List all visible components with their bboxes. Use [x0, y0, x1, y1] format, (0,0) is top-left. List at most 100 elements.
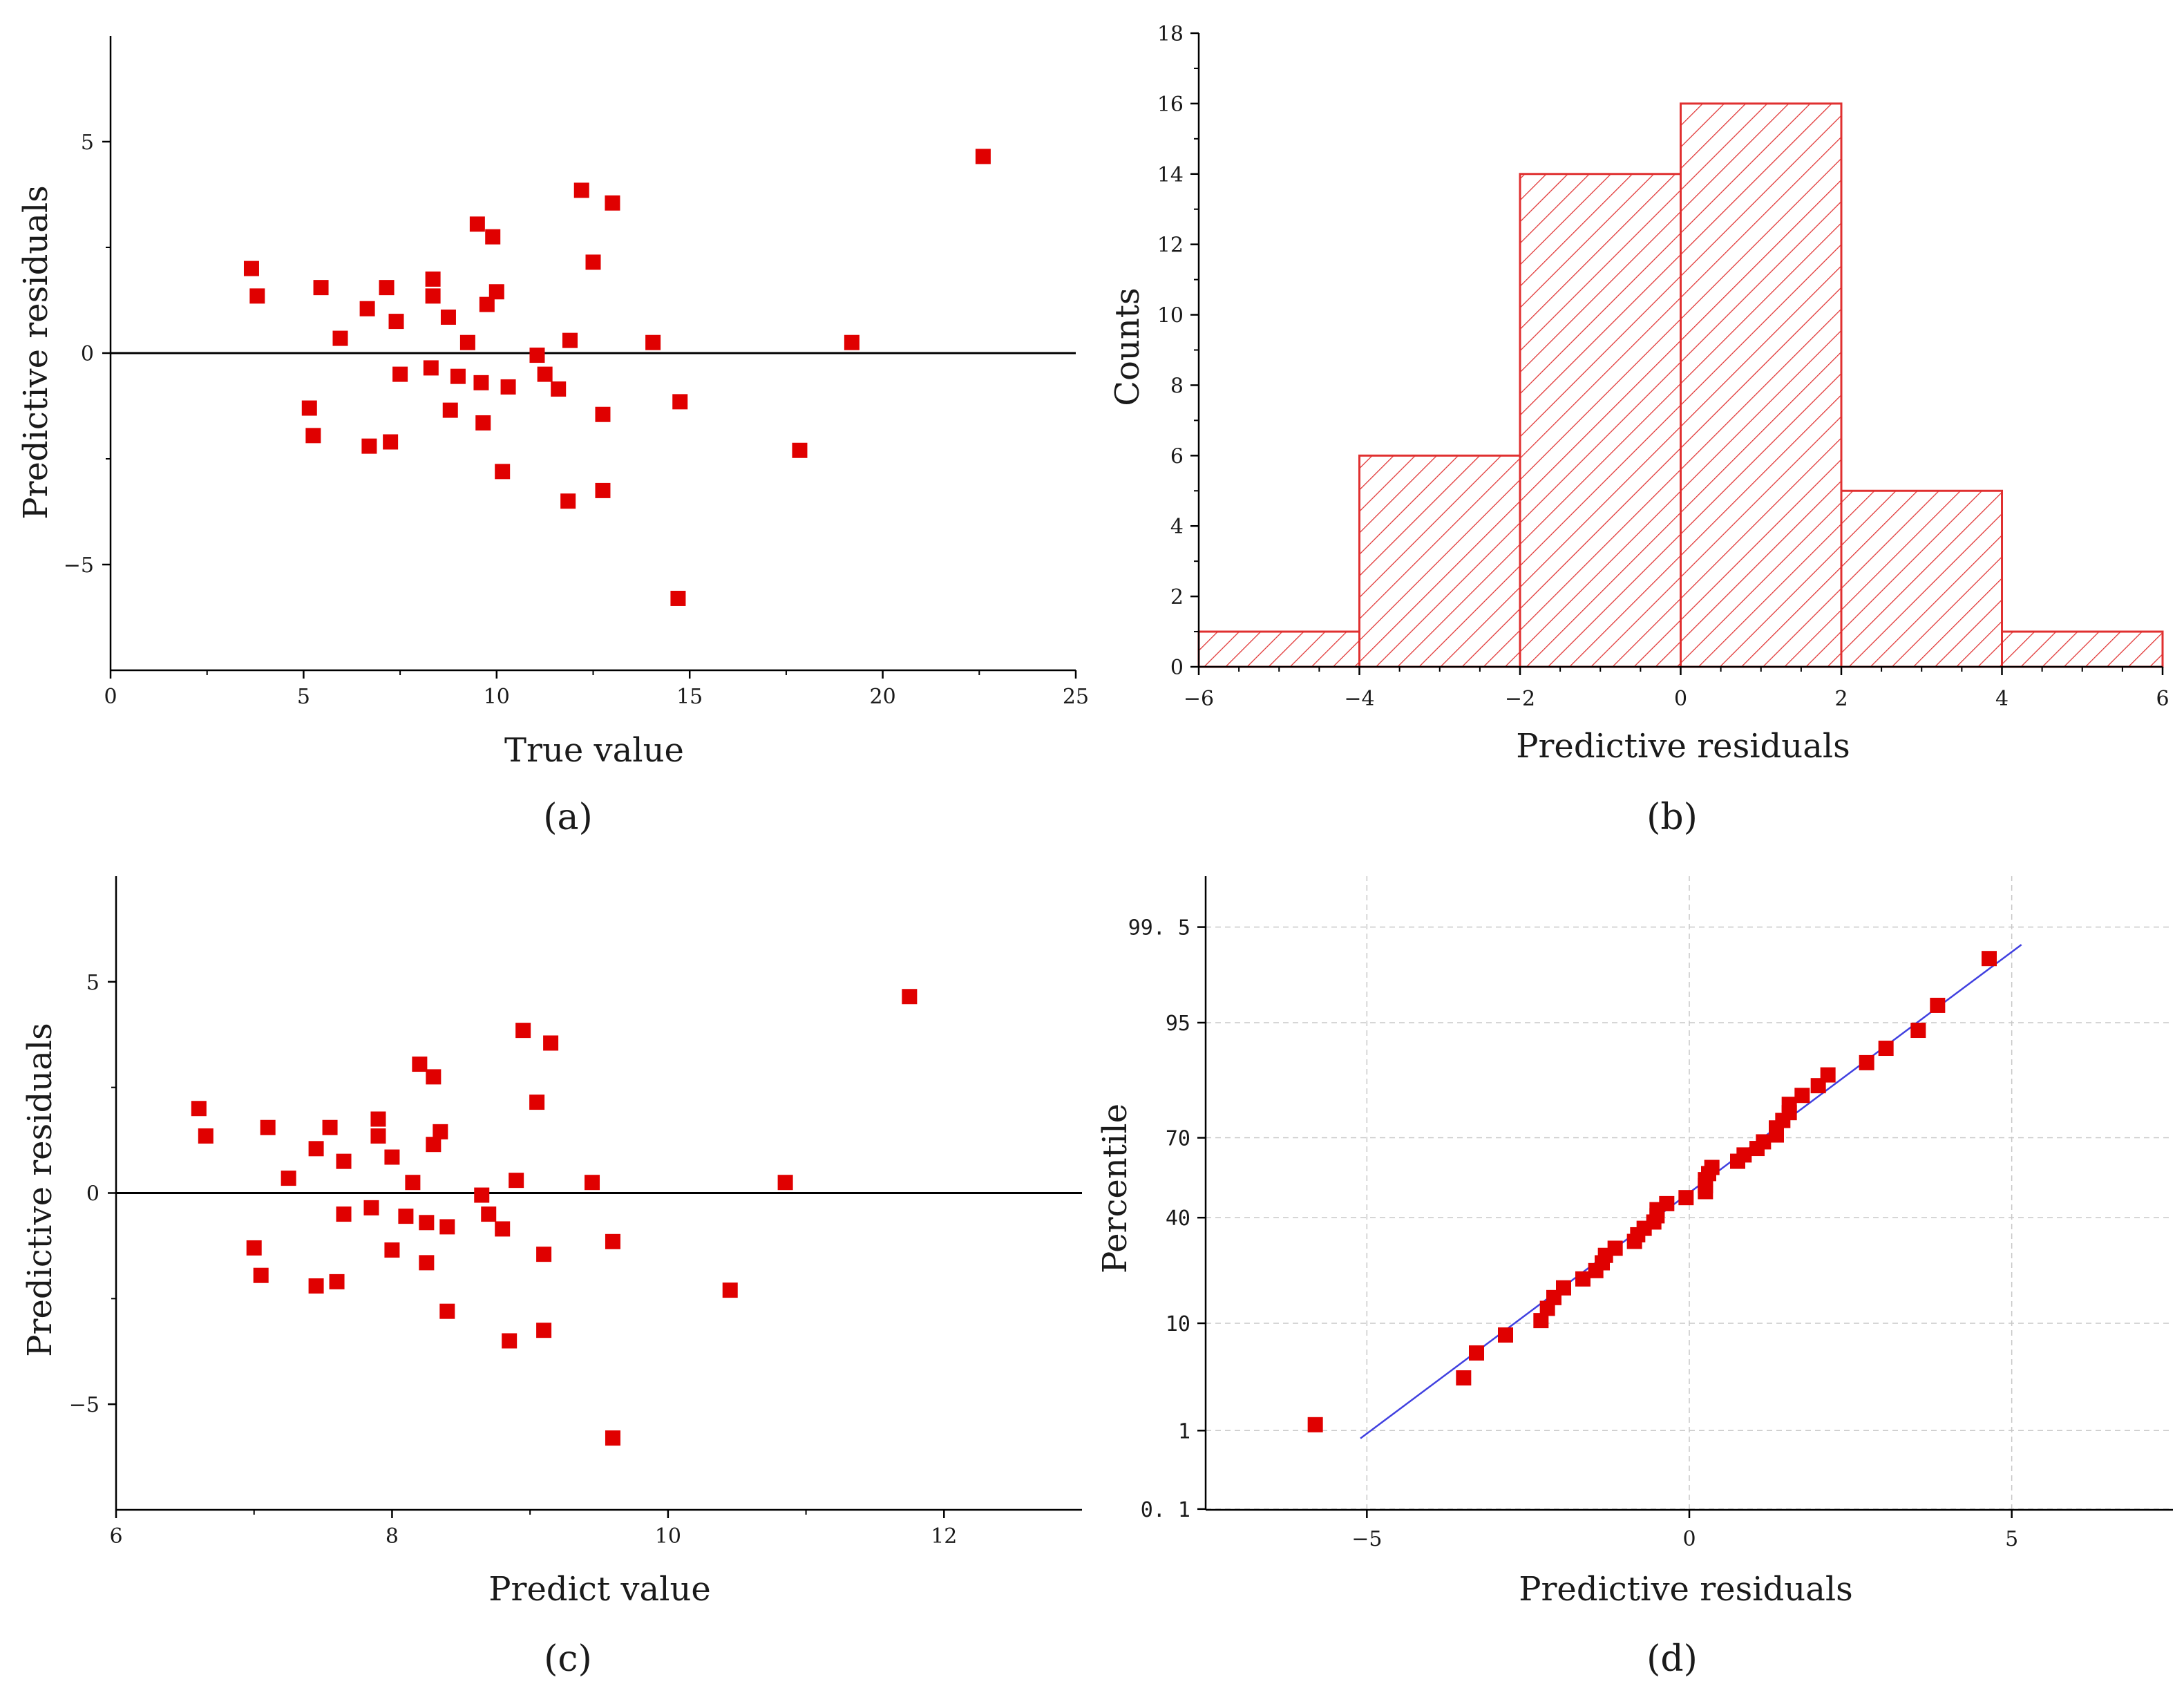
x-tick-label: 6: [2156, 687, 2169, 711]
data-point: [792, 442, 808, 458]
data-point: [425, 288, 441, 304]
data-point: [1756, 1134, 1772, 1150]
data-point: [469, 216, 485, 232]
panel-d-tag: (d): [1646, 1638, 1698, 1680]
panel-b-tag: (b): [1646, 797, 1698, 838]
data-point: [495, 464, 511, 480]
data-point: [1607, 1240, 1623, 1256]
y-tick-label: 8: [1170, 374, 1184, 398]
data-point: [670, 590, 686, 606]
x-tick-label: 0: [1674, 687, 1687, 711]
x-tick-label: 4: [1995, 687, 2009, 711]
y-tick-label: 0: [86, 1182, 99, 1206]
x-tick-label: 5: [297, 685, 310, 709]
y-tick-label: 12: [1157, 234, 1184, 258]
data-point: [450, 368, 466, 384]
x-tick-label: 15: [676, 685, 703, 709]
data-point: [359, 301, 375, 316]
data-point: [329, 1274, 345, 1289]
data-point: [336, 1153, 352, 1169]
data-point: [243, 261, 259, 276]
data-point: [459, 334, 475, 350]
data-point: [305, 428, 321, 444]
x-tick-label: 8: [386, 1524, 399, 1549]
data-point: [481, 1206, 497, 1222]
data-point: [1704, 1159, 1720, 1175]
data-point: [308, 1141, 324, 1157]
data-point: [363, 1200, 379, 1215]
y-tick-label: 14: [1157, 163, 1184, 187]
data-point: [383, 434, 399, 450]
data-point: [384, 1149, 400, 1165]
y-tick-label: 40: [1166, 1206, 1190, 1231]
data-point: [405, 1175, 421, 1191]
panel-a-ylabel: Predictive residuals: [17, 185, 55, 520]
y-tick-label: 5: [86, 971, 99, 995]
histogram-bar: [1358, 454, 1521, 668]
data-point: [777, 1175, 793, 1191]
data-point: [560, 493, 576, 509]
data-point: [551, 381, 567, 397]
x-tick-label: 6: [109, 1524, 122, 1549]
data-point: [1678, 1190, 1694, 1206]
data-point: [585, 254, 601, 270]
histogram-bar: [1840, 489, 2003, 668]
panel-c: Predict value Predictive residuals (c) 6…: [21, 876, 1082, 1680]
data-point: [722, 1282, 738, 1298]
x-tick-label: 20: [870, 685, 896, 709]
y-tick-label: 70: [1166, 1127, 1190, 1151]
data-point: [425, 271, 441, 287]
data-point: [595, 406, 611, 422]
data-point: [433, 1124, 448, 1139]
data-point: [370, 1128, 386, 1144]
data-point: [537, 366, 553, 382]
data-point: [308, 1278, 324, 1294]
data-point: [370, 1111, 386, 1127]
y-tick-label: 99. 5: [1128, 916, 1190, 940]
data-point: [246, 1240, 262, 1256]
y-tick-label: 18: [1157, 22, 1184, 46]
histogram-bar: [1197, 630, 1360, 668]
data-point: [529, 348, 545, 363]
x-tick-label: −6: [1184, 687, 1214, 711]
x-tick-label: −2: [1505, 687, 1535, 711]
y-tick-label: 10: [1166, 1312, 1190, 1336]
data-point: [536, 1247, 552, 1262]
data-point: [500, 379, 516, 395]
data-point: [388, 314, 404, 330]
x-tick-label: 10: [484, 685, 510, 709]
x-tick-label: −4: [1344, 687, 1374, 711]
data-point: [1878, 1041, 1894, 1057]
histogram-bar: [1680, 102, 1843, 668]
data-point: [384, 1242, 400, 1258]
data-point: [198, 1128, 213, 1144]
x-tick-label: 12: [931, 1524, 957, 1549]
data-point: [488, 284, 504, 300]
panel-c-xlabel: Predict value: [488, 1570, 711, 1609]
panel-b-xlabel: Predictive residuals: [1516, 727, 1850, 766]
data-point: [474, 1187, 490, 1203]
y-tick-label: 5: [81, 131, 94, 155]
data-point: [844, 334, 860, 350]
data-point: [509, 1173, 524, 1189]
data-point: [573, 182, 589, 198]
data-point: [191, 1101, 207, 1117]
y-tick-label: 6: [1170, 444, 1184, 468]
data-point: [419, 1255, 435, 1271]
y-tick-label: 16: [1157, 93, 1184, 117]
histogram-bar: [1519, 173, 1682, 668]
data-point: [1736, 1147, 1752, 1163]
panel-a-xlabel: True value: [504, 731, 684, 770]
y-tick-label: 95: [1166, 1012, 1190, 1036]
data-point: [426, 1137, 441, 1153]
data-point: [562, 332, 578, 348]
data-point: [1575, 1271, 1590, 1287]
panel-d-ylabel: Percentile: [1096, 1104, 1134, 1274]
data-point: [1556, 1280, 1571, 1296]
data-point: [439, 1219, 455, 1235]
panel-a-tag: (a): [543, 797, 593, 838]
panel-c-tag: (c): [544, 1638, 592, 1680]
data-point: [605, 1430, 620, 1446]
data-point: [1469, 1345, 1484, 1361]
